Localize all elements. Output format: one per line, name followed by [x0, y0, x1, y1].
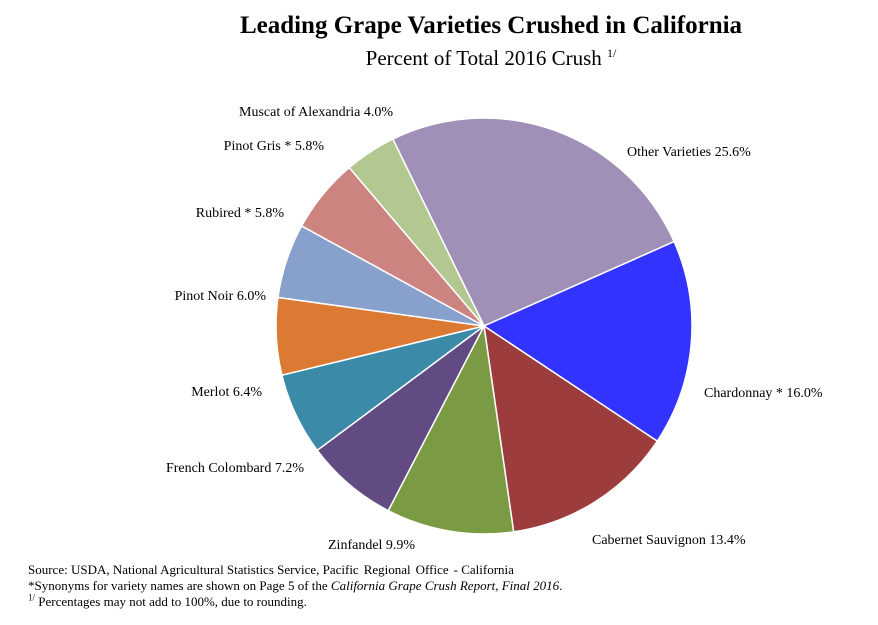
source-office-word2: Office	[415, 562, 449, 577]
synonyms-note: *Synonyms for variety names are shown on…	[28, 578, 562, 594]
pie-outline	[275, 117, 693, 535]
source-suffix: - California	[453, 562, 514, 577]
source-office-word1: Regional	[363, 562, 411, 577]
pie-label-chardonnay: Chardonnay * 16.0%	[704, 386, 823, 401]
pie-label-other-varieties: Other Varieties 25.6%	[627, 145, 751, 160]
rounding-text: Percentages may not add to 100%, due to …	[35, 594, 307, 609]
chart-title: Leading Grape Varieties Crushed in Calif…	[239, 12, 743, 39]
rounding-note: 1/ Percentages may not add to 100%, due …	[28, 592, 562, 610]
pie-slices	[275, 117, 693, 535]
source-note: Source: USDA, National Agricultural Stat…	[28, 562, 562, 578]
pie-label-muscat-of-alexandria: Muscat of Alexandria 4.0%	[239, 105, 393, 120]
pie-label-cabernet-sauvignon: Cabernet Sauvignon 13.4%	[592, 533, 746, 548]
rounding-footnote-marker: 1/	[28, 592, 36, 603]
chart-subtitle: Percent of Total 2016 Crush 1/	[0, 46, 878, 71]
pie-label-merlot: Merlot 6.4%	[191, 385, 262, 400]
synonyms-suffix: .	[559, 578, 563, 593]
subtitle-text: Percent of Total 2016 Crush	[365, 46, 602, 70]
pie-labels: Other Varieties 25.6% Chardonnay * 16.0% C…	[166, 105, 823, 553]
subtitle-footnote-marker: 1/	[607, 46, 617, 60]
pie-label-rubired: Rubired * 5.8%	[196, 206, 285, 221]
synonyms-prefix: *Synonyms for variety names are shown on…	[28, 578, 331, 593]
pie-label-pinot-gris: Pinot Gris * 5.8%	[224, 139, 325, 154]
pie-label-pinot-noir: Pinot Noir 6.0%	[175, 289, 267, 304]
source-prefix: Source: USDA, National Agricultural Stat…	[28, 562, 359, 577]
footnotes: Source: USDA, National Agricultural Stat…	[28, 562, 562, 610]
pie-label-zinfandel: Zinfandel 9.9%	[328, 538, 415, 553]
synonyms-report-title: California Grape Crush Report, Final 201…	[330, 578, 560, 593]
pie-label-french-colombard: French Colombard 7.2%	[166, 461, 304, 476]
